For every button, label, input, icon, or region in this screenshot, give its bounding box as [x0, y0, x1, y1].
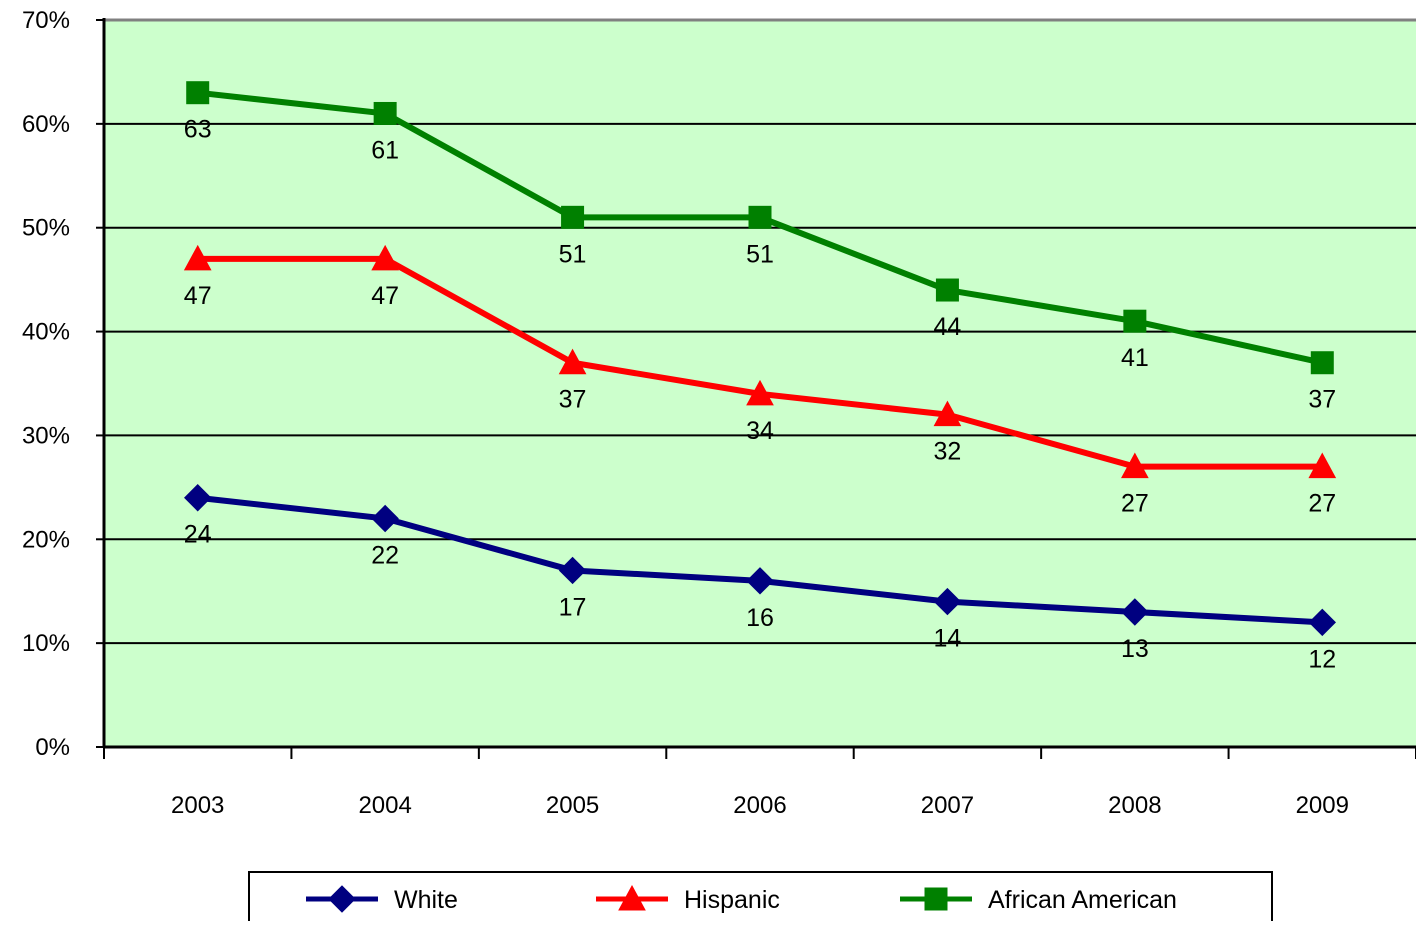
legend-box	[248, 871, 1273, 923]
point-african-american-2005	[561, 205, 585, 229]
point-hispanic-2006	[746, 379, 774, 406]
data-label-african-american-2004: 61	[371, 136, 399, 164]
point-african-american-2008	[1123, 309, 1147, 333]
data-label-white-2006: 16	[746, 604, 774, 632]
y-tick-label: 60%	[22, 111, 70, 138]
y-tick-label: 30%	[22, 422, 70, 449]
point-white-2004	[371, 504, 399, 533]
data-label-african-american-2006: 51	[746, 240, 774, 268]
data-label-african-american-2007: 44	[934, 313, 962, 341]
legend-marker-african-american	[924, 887, 948, 911]
legend-label-white: White	[394, 886, 458, 914]
data-label-african-american-2008: 41	[1121, 344, 1149, 372]
x-tick-label-2004: 2004	[358, 792, 411, 819]
point-african-american-2003	[186, 81, 210, 105]
y-tick-label: 10%	[22, 630, 70, 657]
data-label-hispanic-2005: 37	[559, 386, 587, 414]
y-tick-label: 40%	[22, 319, 70, 346]
data-label-hispanic-2006: 34	[746, 417, 774, 445]
y-tick-label: 70%	[22, 7, 70, 34]
point-hispanic-2008	[1121, 452, 1149, 479]
point-hispanic-2004	[371, 244, 399, 271]
point-white-2005	[558, 556, 587, 585]
data-label-white-2007: 14	[934, 625, 962, 653]
data-label-hispanic-2003: 47	[184, 282, 212, 310]
x-tick-label-2003: 2003	[171, 792, 224, 819]
point-hispanic-2003	[183, 244, 212, 271]
y-tick-label: 0%	[35, 734, 70, 761]
data-label-hispanic-2004: 47	[371, 282, 399, 310]
data-label-african-american-2003: 63	[184, 116, 212, 144]
y-tick-label: 20%	[22, 526, 70, 553]
data-label-african-american-2009: 37	[1308, 386, 1336, 414]
point-african-american-2004	[373, 101, 397, 125]
data-label-african-american-2005: 51	[559, 240, 587, 268]
legend-marker-hispanic	[618, 884, 646, 911]
y-tick-label: 50%	[22, 215, 70, 242]
point-hispanic-2005	[558, 348, 587, 375]
data-label-hispanic-2007: 32	[934, 438, 962, 466]
point-white-2003	[184, 484, 212, 512]
legend-label-hispanic: Hispanic	[684, 886, 780, 914]
legend-marker-white	[328, 885, 356, 913]
point-white-2006	[746, 567, 774, 595]
point-white-2007	[933, 587, 962, 616]
point-hispanic-2007	[933, 400, 962, 427]
x-tick-label-2006: 2006	[733, 792, 786, 819]
x-tick-label-2005: 2005	[546, 792, 599, 819]
x-tick-label-2007: 2007	[921, 792, 974, 819]
data-label-hispanic-2008: 27	[1121, 490, 1149, 518]
point-african-american-2006	[748, 205, 772, 229]
point-white-2009	[1308, 608, 1336, 637]
x-tick-label-2008: 2008	[1108, 792, 1161, 819]
point-african-american-2009	[1310, 351, 1334, 375]
data-label-white-2005: 17	[559, 593, 587, 621]
legend-label-african-american: African American	[988, 886, 1177, 914]
point-african-american-2007	[935, 278, 959, 302]
point-hispanic-2009	[1308, 452, 1337, 479]
data-label-white-2009: 12	[1308, 645, 1336, 673]
data-label-white-2003: 24	[184, 521, 212, 549]
data-label-white-2008: 13	[1121, 635, 1149, 663]
point-white-2008	[1121, 598, 1149, 626]
x-tick-label-2009: 2009	[1296, 792, 1349, 819]
data-label-white-2004: 22	[371, 542, 399, 570]
data-label-hispanic-2009: 27	[1308, 490, 1336, 518]
